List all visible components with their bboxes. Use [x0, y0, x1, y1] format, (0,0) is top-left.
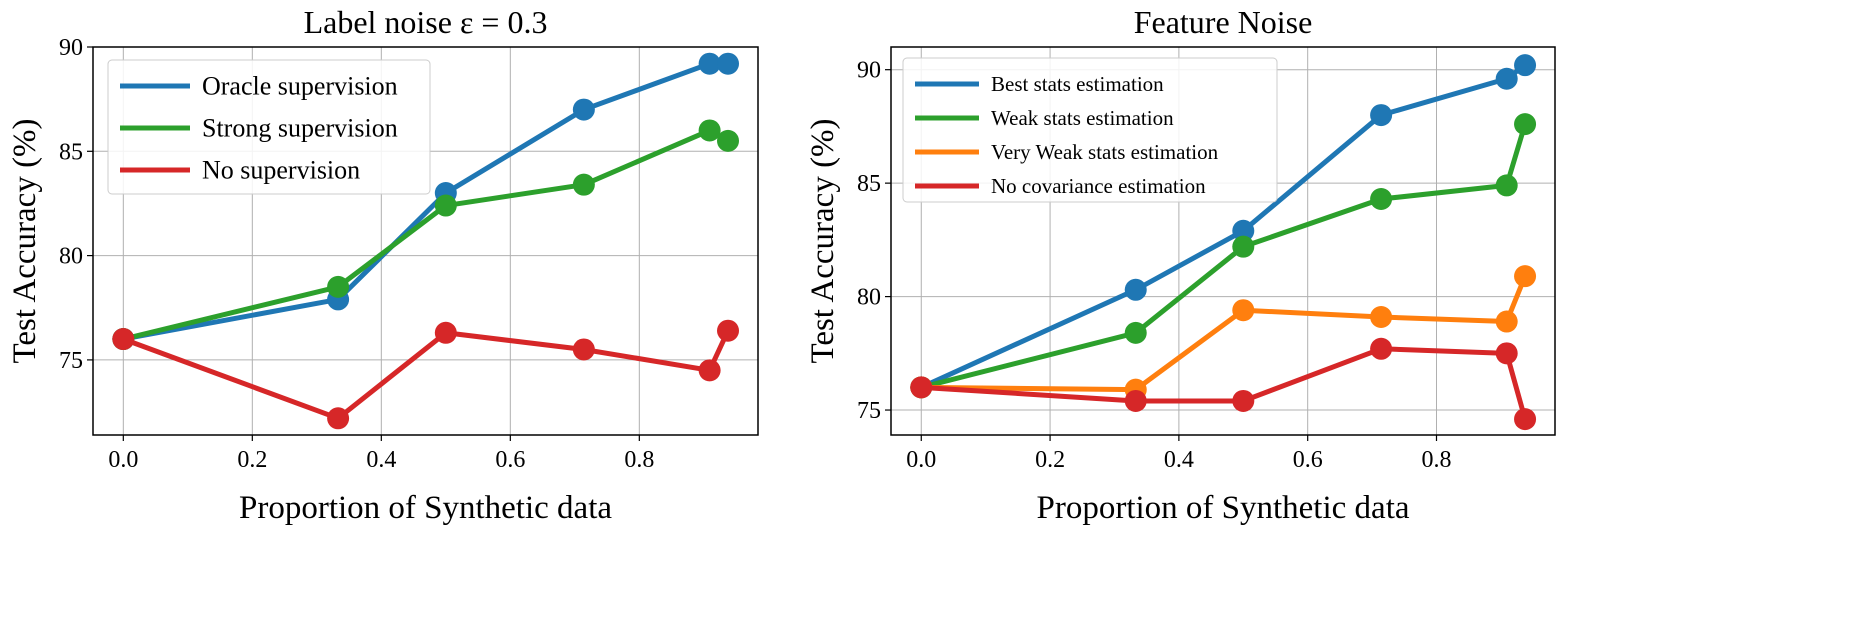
data-point	[434, 321, 457, 344]
data-point	[1232, 235, 1255, 258]
legend-label: Very Weak stats estimation	[991, 140, 1219, 164]
data-point	[1514, 265, 1537, 288]
series-line	[921, 275, 1528, 393]
data-point	[1232, 219, 1255, 242]
data-point	[1514, 113, 1537, 136]
y-tick-label: 75	[59, 348, 83, 374]
legend-label: Strong supervision	[202, 114, 398, 143]
x-tick-label: 0.2	[237, 447, 267, 473]
chart-1: 0.0 0.2 0.4 0.6 0.8 75 80 85 90 Feature Noise Prop…	[805, 4, 1556, 526]
data-point	[1124, 321, 1147, 344]
legend-label: Oracle supervision	[202, 72, 398, 101]
data-point	[717, 52, 740, 75]
x-tick-label: 0.0	[108, 447, 138, 473]
legend-label: No supervision	[202, 156, 360, 185]
data-point	[434, 194, 457, 217]
x-tick-label: 0.2	[1035, 447, 1065, 473]
y-tick-label: 75	[857, 398, 881, 424]
x-tick-label: 0.0	[906, 447, 936, 473]
data-point	[910, 376, 933, 399]
data-point	[1370, 306, 1393, 329]
x-tick-label: 0.4	[366, 447, 396, 473]
data-point	[572, 173, 595, 196]
data-point	[698, 52, 721, 75]
data-point	[1495, 67, 1518, 90]
y-tick-label: 90	[857, 58, 881, 84]
data-point	[698, 359, 721, 382]
data-point	[1370, 188, 1393, 211]
data-point	[717, 319, 740, 342]
data-point	[1370, 104, 1393, 127]
data-point	[1232, 389, 1255, 412]
chart-title: Label noise ε = 0.3	[304, 4, 548, 40]
data-point	[717, 129, 740, 152]
data-point	[572, 98, 595, 121]
chart-0: 0.0 0.2 0.4 0.6 0.8 75 80 85 90 Label noise ε = 0…	[7, 4, 759, 526]
x-tick-label: 0.6	[1293, 447, 1323, 473]
x-tick-label: 0.6	[495, 447, 525, 473]
x-axis-label: Proportion of Synthetic data	[239, 490, 612, 526]
legend-label: Best stats estimation	[991, 72, 1164, 96]
chart-title: Feature Noise	[1134, 4, 1313, 40]
data-point	[1370, 337, 1393, 360]
legend-box	[902, 57, 1278, 203]
axes-frame	[92, 46, 759, 436]
data-point	[1514, 408, 1537, 431]
y-tick-label: 85	[59, 139, 83, 165]
axes-frame	[890, 46, 1556, 436]
data-point	[112, 328, 135, 351]
y-axis-label: Test Accuracy (%)	[805, 118, 841, 363]
y-tick-label: 90	[59, 35, 83, 61]
data-point	[1124, 278, 1147, 301]
series-line	[921, 346, 1528, 420]
legend-box	[107, 59, 431, 195]
y-tick-label: 80	[857, 285, 881, 311]
x-tick-label: 0.8	[1421, 447, 1451, 473]
data-point	[572, 338, 595, 361]
legend-label: Weak stats estimation	[991, 106, 1174, 130]
data-point	[327, 407, 350, 430]
legend-label: No covariance estimation	[991, 174, 1206, 198]
y-tick-label: 80	[59, 244, 83, 270]
x-axis-label: Proportion of Synthetic data	[1036, 490, 1409, 526]
legend: Best stats estimation Weak stats estimati…	[902, 57, 1278, 203]
legend: Oracle supervision Strong supervision No s…	[107, 59, 431, 195]
y-tick-label: 85	[857, 171, 881, 197]
data-point	[1495, 342, 1518, 365]
data-point	[698, 119, 721, 142]
data-point	[1514, 54, 1537, 77]
series-line	[122, 329, 731, 421]
data-point	[327, 275, 350, 298]
x-tick-label: 0.4	[1164, 447, 1194, 473]
data-point	[1495, 174, 1518, 197]
x-tick-label: 0.8	[624, 447, 654, 473]
data-point	[1124, 389, 1147, 412]
data-point	[1232, 299, 1255, 322]
data-point	[1495, 310, 1518, 333]
y-axis-label: Test Accuracy (%)	[7, 118, 43, 363]
